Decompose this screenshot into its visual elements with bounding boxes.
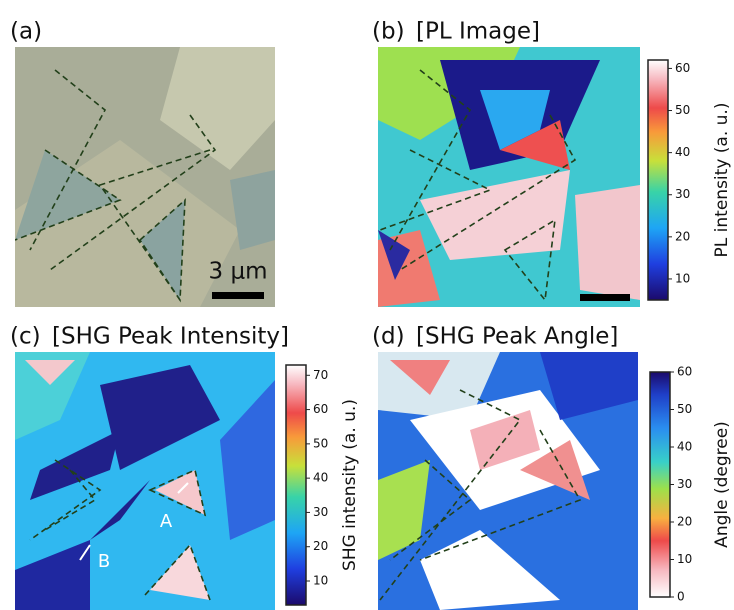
panel-label: (b) (372, 19, 405, 45)
colorbar-tick-label: 40 (677, 440, 692, 454)
colorbar-tick-label: 60 (313, 402, 328, 416)
colorbar-label: PL intensity (a. u.) (712, 103, 732, 258)
colorbar (650, 372, 670, 597)
colorbar-tick-label: 40 (675, 145, 690, 159)
panel-title: [SHG Peak Intensity] (52, 324, 289, 350)
colorbar (286, 365, 306, 605)
panel-label: (a) (10, 19, 42, 45)
scale-bar-label: 3 μm (209, 259, 268, 285)
colorbar-tick-label: 50 (677, 402, 692, 416)
colorbar-tick-label: 10 (313, 574, 328, 588)
colorbar-tick-label: 70 (313, 368, 328, 382)
colorbar-tick-label: 30 (675, 187, 690, 201)
colorbar-tick-label: 30 (677, 477, 692, 491)
annotation: A (160, 511, 173, 532)
colorbar-tick-label: 10 (677, 552, 692, 566)
colorbar-tick-label: 10 (675, 271, 690, 285)
colorbar (648, 60, 668, 300)
colorbar-label: Angle (degree) (712, 421, 732, 548)
panel-title: [PL Image] (416, 19, 540, 45)
colorbar-label: SHG intensity (a. u.) (340, 399, 360, 571)
annotation: B (98, 551, 110, 572)
panel-label: (c) (10, 324, 41, 350)
colorbar-tick-label: 20 (675, 229, 690, 243)
colorbar-tick-label: 30 (313, 505, 328, 519)
colorbar-tick-label: 50 (675, 103, 690, 117)
panel-label: (d) (372, 324, 405, 350)
colorbar-tick-label: 20 (677, 515, 692, 529)
colorbar-tick-label: 60 (675, 61, 690, 75)
shg-angle-image (378, 352, 638, 610)
shg-intensity-image (15, 352, 275, 610)
pl-image (378, 47, 640, 307)
colorbar-tick-label: 20 (313, 539, 328, 553)
panel-title: [SHG Peak Angle] (416, 324, 618, 350)
figure: (a) 3 μm (b) [PL Image] 10 20 30 40 50 60 PL inten… (0, 0, 734, 610)
colorbar-tick-label: 60 (677, 365, 692, 379)
colorbar-tick-label: 50 (313, 436, 328, 450)
colorbar-tick-label: 0 (677, 590, 685, 604)
colorbar-tick-label: 40 (313, 471, 328, 485)
